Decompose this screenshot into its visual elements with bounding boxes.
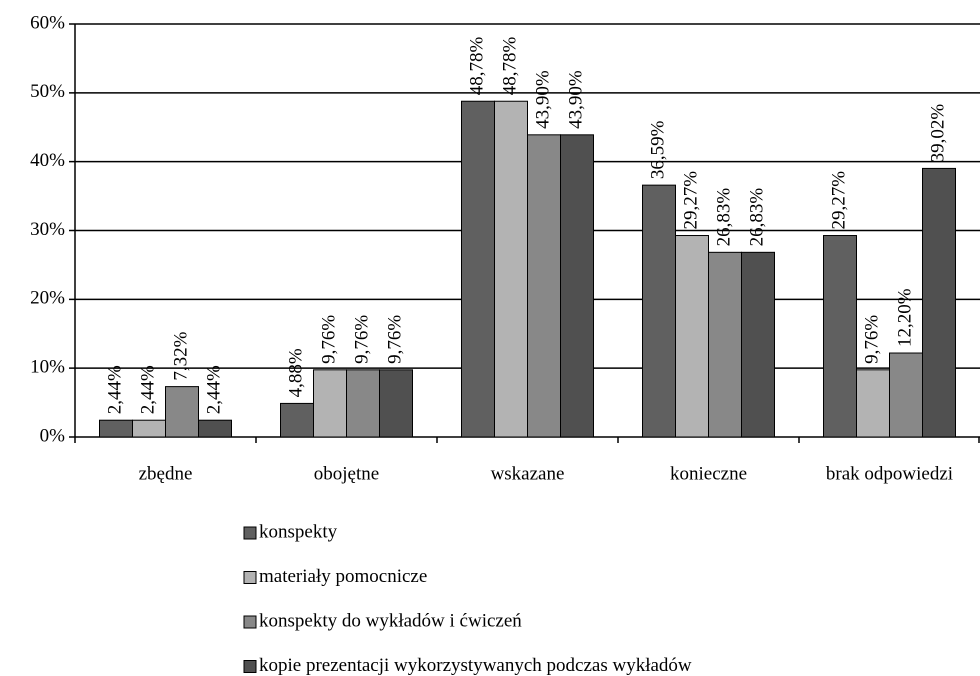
bar xyxy=(99,419,133,438)
y-tick-label: 20% xyxy=(30,288,65,309)
bar xyxy=(494,100,528,438)
x-tick-label: brak odpowiedzi xyxy=(826,463,953,484)
data-label: 48,78% xyxy=(499,36,520,95)
bar xyxy=(856,369,890,438)
legend-label: konspekty xyxy=(259,521,338,542)
bar xyxy=(280,402,314,438)
bar xyxy=(461,100,495,438)
bar xyxy=(527,134,561,438)
data-label: 43,90% xyxy=(532,70,553,129)
data-label: 2,44% xyxy=(203,365,224,414)
bar xyxy=(560,134,594,438)
bar xyxy=(642,184,676,438)
y-tick-label: 10% xyxy=(30,357,65,378)
y-tick-label: 50% xyxy=(30,81,65,102)
bar xyxy=(165,386,199,438)
bar xyxy=(708,251,742,438)
x-tick-label: obojętne xyxy=(314,463,379,484)
data-label: 9,76% xyxy=(318,315,339,364)
legend-label: kopie prezentacji wykorzystywanych podcz… xyxy=(259,655,692,676)
data-label: 36,59% xyxy=(647,120,668,179)
bar xyxy=(823,235,857,438)
bar xyxy=(889,352,923,438)
x-tick-label: wskazane xyxy=(491,463,565,484)
legend-swatch xyxy=(243,660,257,673)
legend-label: konspekty do wykładów i ćwiczeń xyxy=(259,610,522,631)
data-label: 29,27% xyxy=(828,171,849,230)
x-tick-label: konieczne xyxy=(670,463,747,484)
bar xyxy=(922,167,956,438)
y-tick-label: 60% xyxy=(30,12,65,33)
data-label: 2,44% xyxy=(104,365,125,414)
data-label: 2,44% xyxy=(137,365,158,414)
data-label: 39,02% xyxy=(927,104,948,163)
bar xyxy=(741,251,775,438)
data-label: 12,20% xyxy=(894,288,915,347)
legend-label: materiały pomocnicze xyxy=(259,566,427,587)
bar xyxy=(198,419,232,438)
y-tick-label: 40% xyxy=(30,150,65,171)
legend-swatch xyxy=(243,571,257,584)
bar xyxy=(132,419,166,438)
data-label: 9,76% xyxy=(861,315,882,364)
legend-swatch xyxy=(243,526,257,540)
y-tick-label: 30% xyxy=(30,219,65,240)
data-label: 4,88% xyxy=(285,348,306,397)
data-label: 43,90% xyxy=(565,70,586,129)
x-tick-label: zbędne xyxy=(139,463,193,484)
data-label: 26,83% xyxy=(713,188,734,247)
y-tick-label: 0% xyxy=(40,425,66,446)
data-label: 7,32% xyxy=(170,331,191,380)
data-label: 9,76% xyxy=(351,315,372,364)
bar xyxy=(675,235,709,438)
data-label: 26,83% xyxy=(746,188,767,247)
data-label: 48,78% xyxy=(466,36,487,95)
bar xyxy=(313,369,347,438)
data-label: 9,76% xyxy=(384,315,405,364)
legend-swatch xyxy=(243,615,257,629)
data-label: 29,27% xyxy=(680,171,701,230)
bar xyxy=(346,369,380,438)
bar xyxy=(379,369,413,438)
